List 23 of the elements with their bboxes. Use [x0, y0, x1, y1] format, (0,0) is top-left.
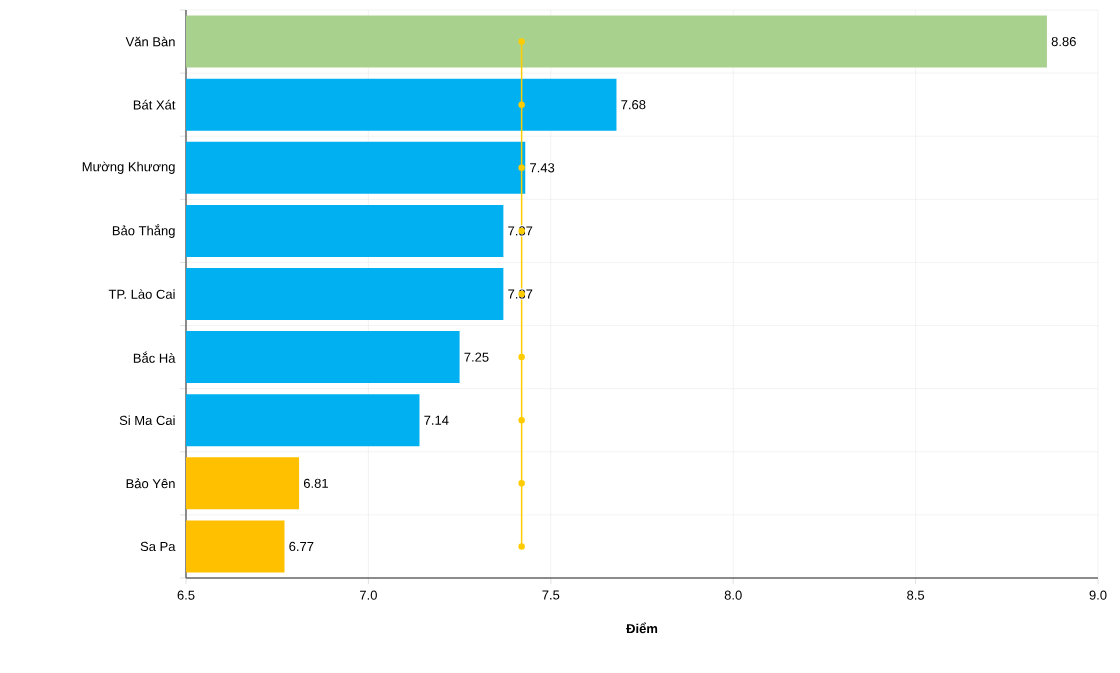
- y-tick-label: Si Ma Cai: [119, 415, 175, 425]
- y-tick-label: Bắc Hà: [133, 351, 176, 363]
- x-tick-label: 8.0: [724, 590, 742, 600]
- data-label: 7.14: [424, 415, 449, 425]
- x-tick-label: 7.0: [360, 590, 377, 600]
- data-label: 7.25: [464, 352, 489, 362]
- x-tick-label: 7.5: [542, 590, 560, 600]
- data-label: 7.68: [621, 100, 646, 110]
- x-axis-title: Điểm: [626, 622, 658, 634]
- y-tick-label: Bảo Yên: [126, 478, 175, 489]
- data-label: 7.43: [530, 163, 555, 173]
- y-tick-label: Bát Xát: [133, 99, 176, 110]
- y-tick-label: Mường Khương: [82, 161, 175, 174]
- y-tick-label: Văn Bàn: [125, 36, 175, 47]
- y-tick-label: Sa Pa: [140, 541, 176, 552]
- data-label: 6.81: [303, 478, 328, 488]
- y-tick-label: TP. Lào Cai: [108, 289, 175, 299]
- y-tick-label: Bảo Thắng: [112, 223, 175, 238]
- x-tick-label: 9.0: [1089, 590, 1107, 600]
- data-label: 6.77: [289, 541, 314, 552]
- data-label: 8.86: [1051, 36, 1076, 47]
- x-tick-label: 8.5: [907, 590, 925, 600]
- x-tick-label: 6.5: [177, 590, 195, 600]
